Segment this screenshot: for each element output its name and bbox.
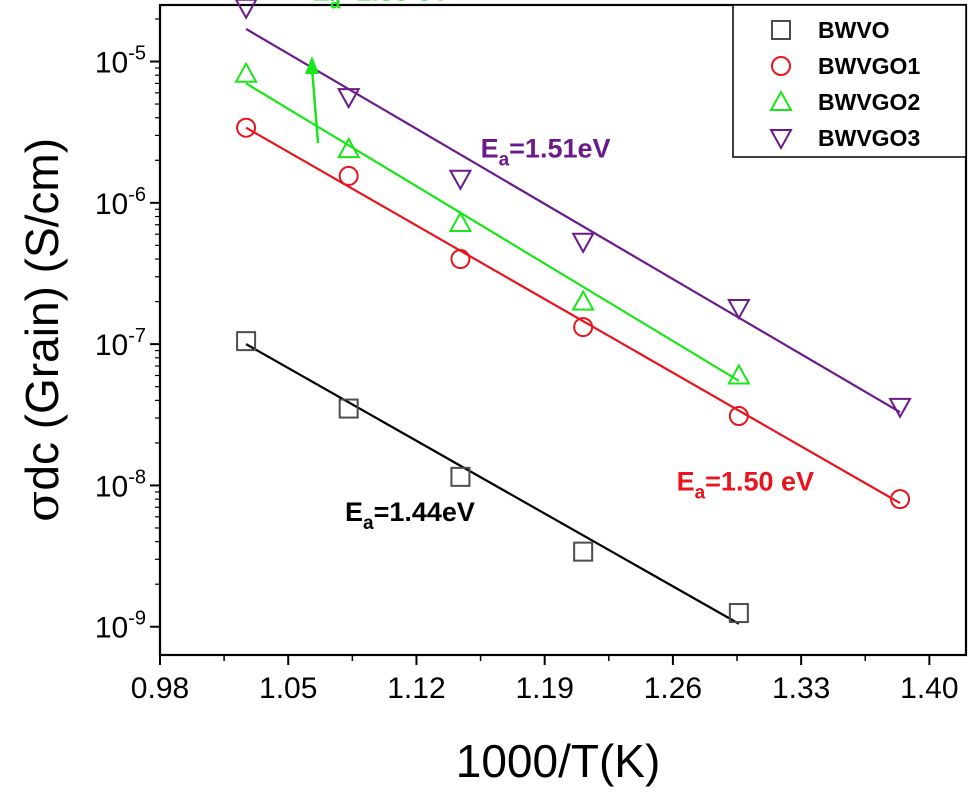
point-bwvo bbox=[338, 398, 359, 419]
point-bwvo bbox=[728, 603, 749, 624]
x-tick-label: 0.98 bbox=[131, 672, 189, 705]
point-bwvgo2 bbox=[571, 289, 595, 311]
x-tick-label: 1.40 bbox=[900, 672, 958, 705]
point-bwvgo1 bbox=[573, 317, 594, 338]
point-bwvo bbox=[450, 466, 471, 487]
x-tick-label: 1.19 bbox=[515, 672, 573, 705]
point-bwvgo1 bbox=[236, 117, 257, 138]
point-bwvgo2 bbox=[448, 210, 473, 232]
y-tick-label: 10-7 bbox=[95, 325, 146, 362]
point-bwvgo2 bbox=[336, 137, 361, 159]
y-tick-label: 10-5 bbox=[95, 43, 146, 80]
y-tick-label: 10-6 bbox=[95, 184, 146, 221]
legend: BWVO BWVGO1 BWVGO2 BWVGO3 bbox=[732, 4, 967, 158]
fit-line-bwvgo2 bbox=[245, 82, 740, 382]
point-bwvo bbox=[573, 541, 594, 562]
y-tick-label: 10-9 bbox=[95, 608, 146, 645]
point-bwvgo1 bbox=[450, 249, 471, 270]
legend-label-bwvgo2: BWVGO2 bbox=[818, 89, 920, 115]
plot-frame bbox=[158, 3, 968, 657]
point-bwvgo1 bbox=[728, 406, 749, 427]
point-bwvgo2 bbox=[234, 61, 258, 83]
activation-energy-labels: Ea=1.59 eV Ea=1.51eV Ea=1.50 eV Ea=1.44eV bbox=[312, 0, 814, 534]
x-axis-ticks: 0.98 1.05 1.12 1.19 1.26 1.33 1.40 bbox=[131, 655, 959, 705]
x-tick-label: 1.05 bbox=[259, 672, 317, 705]
legend-marker-bwvgo2 bbox=[769, 89, 793, 111]
x-tick-label: 1.33 bbox=[772, 672, 830, 705]
legend-label-bwvgo1: BWVGO1 bbox=[818, 53, 920, 79]
point-bwvgo2 bbox=[727, 363, 751, 385]
fit-lines bbox=[245, 28, 901, 625]
legend-marker-bwvo bbox=[771, 20, 791, 40]
ea-bwvgo2: Ea=1.59 eV bbox=[312, 0, 449, 14]
fit-line-bwvgo1 bbox=[245, 126, 901, 505]
fit-line-bwvgo3 bbox=[245, 28, 901, 414]
ea-bwvgo1: Ea=1.50 eV bbox=[677, 467, 814, 504]
point-bwvgo3 bbox=[727, 299, 751, 321]
x-tick-label: 1.12 bbox=[387, 672, 445, 705]
point-bwvgo1 bbox=[338, 165, 359, 186]
data-markers bbox=[234, 0, 912, 624]
x-tick-label: 1.26 bbox=[644, 672, 702, 705]
point-bwvgo3 bbox=[448, 169, 473, 191]
y-axis-ticks: 10-9 10-8 10-7 10-6 10-5 bbox=[95, 18, 160, 645]
point-bwvgo1 bbox=[890, 489, 911, 510]
y-tick-label: 10-8 bbox=[95, 466, 146, 503]
legend-marker-bwvgo1 bbox=[771, 56, 791, 76]
point-bwvo bbox=[236, 331, 257, 352]
point-bwvgo3 bbox=[571, 232, 595, 254]
x-axis-title: 1000/T(K) bbox=[456, 735, 661, 787]
ea-bwvo: Ea=1.44eV bbox=[345, 497, 475, 534]
y-axis-sigma: σ bbox=[15, 491, 69, 522]
fit-line-bwvo bbox=[245, 343, 740, 625]
y-axis-title: σdc (Grain) (S/cm) bbox=[15, 138, 69, 522]
point-bwvgo3 bbox=[235, 0, 258, 20]
legend-marker-bwvgo3 bbox=[769, 129, 793, 151]
legend-label-bwvo: BWVO bbox=[818, 17, 890, 43]
point-bwvgo3 bbox=[888, 397, 912, 419]
legend-label-bwvgo3: BWVGO3 bbox=[818, 125, 920, 151]
y-axis-title-rest: dc (Grain) (S/cm) bbox=[16, 138, 68, 491]
point-bwvgo3 bbox=[336, 88, 361, 110]
arrow-annotation bbox=[305, 56, 320, 144]
ea-bwvgo3: Ea=1.51eV bbox=[481, 133, 611, 170]
